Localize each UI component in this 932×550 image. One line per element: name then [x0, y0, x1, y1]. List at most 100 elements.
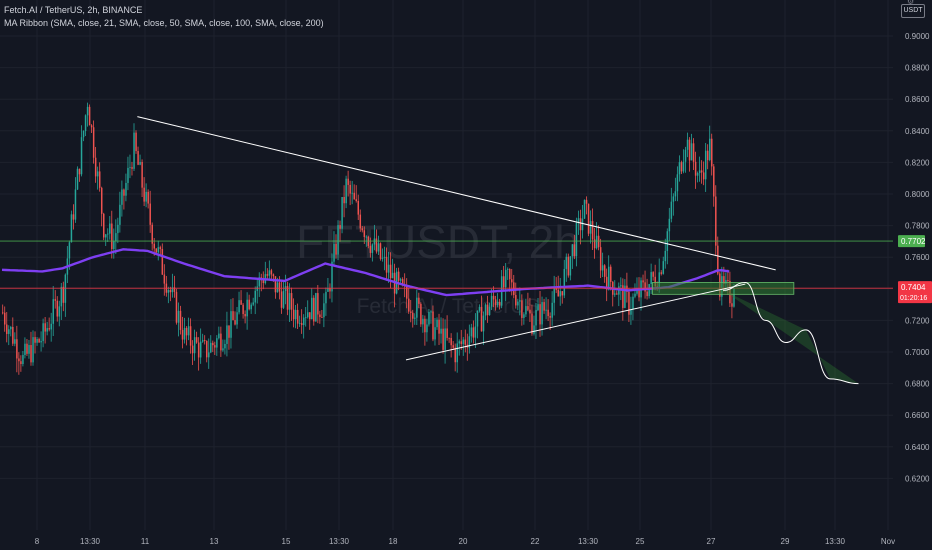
candle [242, 304, 244, 315]
candle [583, 199, 586, 219]
candle [462, 339, 465, 344]
candle [391, 272, 394, 279]
candle [401, 279, 404, 285]
candle [185, 327, 188, 336]
candle [517, 301, 519, 306]
candle [24, 343, 26, 356]
candle [44, 323, 46, 332]
candle [533, 325, 535, 334]
candle [672, 196, 675, 202]
candle [40, 341, 42, 343]
candle [272, 274, 275, 277]
candle [169, 290, 172, 293]
trendline-ascending[interactable] [405, 283, 746, 361]
projection-path[interactable] [723, 281, 859, 385]
candle [680, 162, 683, 172]
candle [599, 247, 602, 271]
candle [280, 291, 283, 308]
candle [6, 324, 8, 334]
candle [498, 301, 501, 306]
price-tick-label: 0.8200 [905, 158, 930, 167]
candle [521, 300, 523, 318]
candle [76, 168, 79, 190]
candle [678, 162, 681, 175]
candle [472, 327, 475, 338]
candle [159, 247, 162, 249]
support-zone[interactable] [652, 282, 795, 295]
candle [127, 167, 129, 183]
candle [553, 287, 555, 303]
candle [107, 233, 109, 235]
candle [509, 269, 511, 280]
candle [236, 312, 238, 325]
candle [153, 243, 155, 249]
candle [704, 150, 707, 180]
candle [626, 285, 628, 292]
candle [436, 319, 438, 328]
candle [650, 272, 652, 285]
candle [547, 309, 549, 317]
candle [177, 310, 180, 323]
candle [191, 345, 194, 354]
candle [559, 291, 562, 297]
candle [298, 323, 301, 324]
candle [502, 276, 505, 288]
candle [406, 285, 408, 299]
candle [581, 218, 584, 231]
current-price-label: 0.7404 [901, 283, 926, 292]
candle [147, 191, 149, 204]
candle [250, 304, 252, 310]
candle [278, 282, 281, 292]
candle [389, 264, 392, 279]
candle [458, 341, 461, 344]
candle [460, 341, 463, 344]
candle [78, 168, 81, 175]
candle [464, 339, 467, 345]
candle [684, 149, 687, 162]
candle [573, 244, 576, 257]
candle [163, 274, 166, 284]
candle [563, 268, 566, 296]
watermark-symbol: FETUSDT, 2h [296, 216, 580, 268]
candle [569, 256, 572, 276]
time-tick-label: 27 [707, 537, 716, 546]
settings-icon[interactable]: ⚙ [907, 0, 917, 4]
currency-label[interactable]: USDT [901, 4, 925, 18]
candle [549, 316, 551, 318]
candle [634, 293, 636, 297]
time-axis[interactable] [0, 530, 893, 550]
price-tick-label: 0.7200 [905, 316, 930, 325]
candle [725, 280, 727, 284]
candle [226, 325, 228, 344]
time-tick-label: 8 [35, 537, 40, 546]
candle [60, 286, 63, 307]
candle [593, 239, 596, 249]
price-tick-label: 0.7800 [905, 222, 930, 231]
candle [30, 345, 32, 363]
candle [80, 137, 83, 175]
candle [589, 221, 592, 234]
candle [698, 170, 701, 174]
candle [515, 295, 517, 306]
candle [329, 288, 331, 292]
symbol-title: Fetch.AI / TetherUS, 2h, BINANCE [4, 5, 143, 15]
candle [567, 256, 570, 276]
candle [369, 245, 372, 253]
candle [210, 342, 212, 353]
price-tick-label: 0.8400 [905, 127, 930, 136]
candle [543, 302, 545, 311]
trendline-descending[interactable] [137, 116, 776, 271]
candle [700, 170, 703, 173]
candle [300, 323, 303, 326]
candle [256, 286, 259, 291]
candle [319, 314, 321, 318]
indicator-legend[interactable]: MA Ribbon (SMA, close, 21, SMA, close, 5… [4, 18, 324, 28]
candle [642, 280, 644, 283]
candle [270, 270, 273, 275]
price-tick-label: 0.8800 [905, 64, 930, 73]
price-axis[interactable] [893, 0, 932, 550]
candle [282, 290, 285, 308]
candle [355, 199, 357, 201]
candle [519, 300, 521, 302]
